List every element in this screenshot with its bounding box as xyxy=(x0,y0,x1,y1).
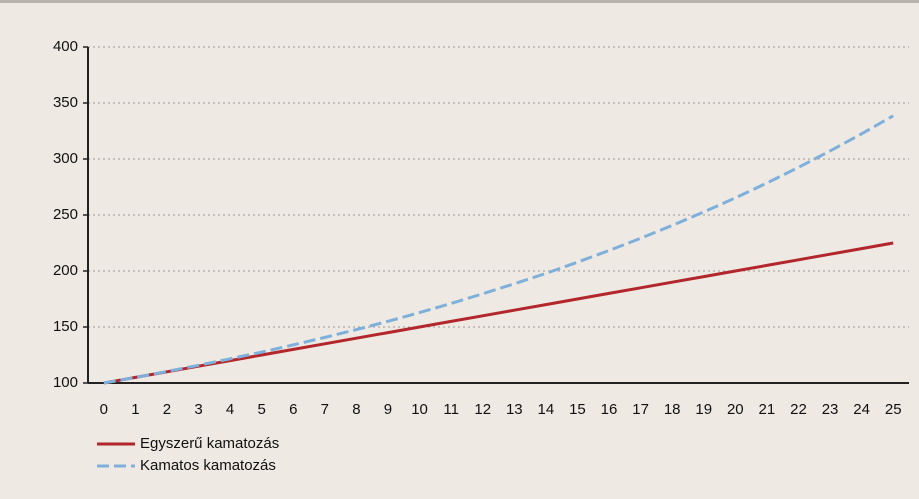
x-tick-label: 25 xyxy=(885,401,902,418)
x-tick-label: 20 xyxy=(727,401,744,418)
x-tick-label: 10 xyxy=(411,401,428,418)
x-tick-label: 13 xyxy=(506,401,523,418)
x-tick-label: 6 xyxy=(289,401,297,418)
y-tick-label: 150 xyxy=(53,318,78,335)
x-tick-label: 18 xyxy=(664,401,681,418)
x-tick-label: 15 xyxy=(569,401,586,418)
x-tick-label: 22 xyxy=(790,401,807,418)
y-tick-label: 100 xyxy=(53,374,78,391)
y-tick-label: 300 xyxy=(53,150,78,167)
x-tick-label: 9 xyxy=(384,401,392,418)
x-tick-label: 19 xyxy=(695,401,712,418)
x-tick-label: 5 xyxy=(258,401,266,418)
x-tick-label: 11 xyxy=(443,401,459,418)
x-tick-label: 12 xyxy=(474,401,491,418)
y-tick-label: 350 xyxy=(53,94,78,111)
x-tick-label: 23 xyxy=(822,401,839,418)
legend-label: Egyszerű kamatozás xyxy=(140,435,279,452)
y-tick-label: 250 xyxy=(53,206,78,223)
x-tick-label: 21 xyxy=(759,401,776,418)
x-tick-label: 14 xyxy=(538,401,555,418)
x-tick-label: 2 xyxy=(163,401,171,418)
x-tick-label: 0 xyxy=(100,401,108,418)
x-tick-label: 17 xyxy=(632,401,649,418)
y-tick-label: 200 xyxy=(53,262,78,279)
y-tick-label: 400 xyxy=(53,38,78,55)
x-tick-label: 1 xyxy=(131,401,139,418)
x-tick-label: 16 xyxy=(601,401,618,418)
series-line xyxy=(103,114,894,385)
x-tick-label: 24 xyxy=(853,401,870,418)
series-line xyxy=(103,241,894,385)
x-tick-label: 8 xyxy=(352,401,360,418)
x-tick-label: 7 xyxy=(321,401,329,418)
legend-label: Kamatos kamatozás xyxy=(140,457,276,474)
x-tick-label: 4 xyxy=(226,401,234,418)
x-tick-label: 3 xyxy=(194,401,202,418)
